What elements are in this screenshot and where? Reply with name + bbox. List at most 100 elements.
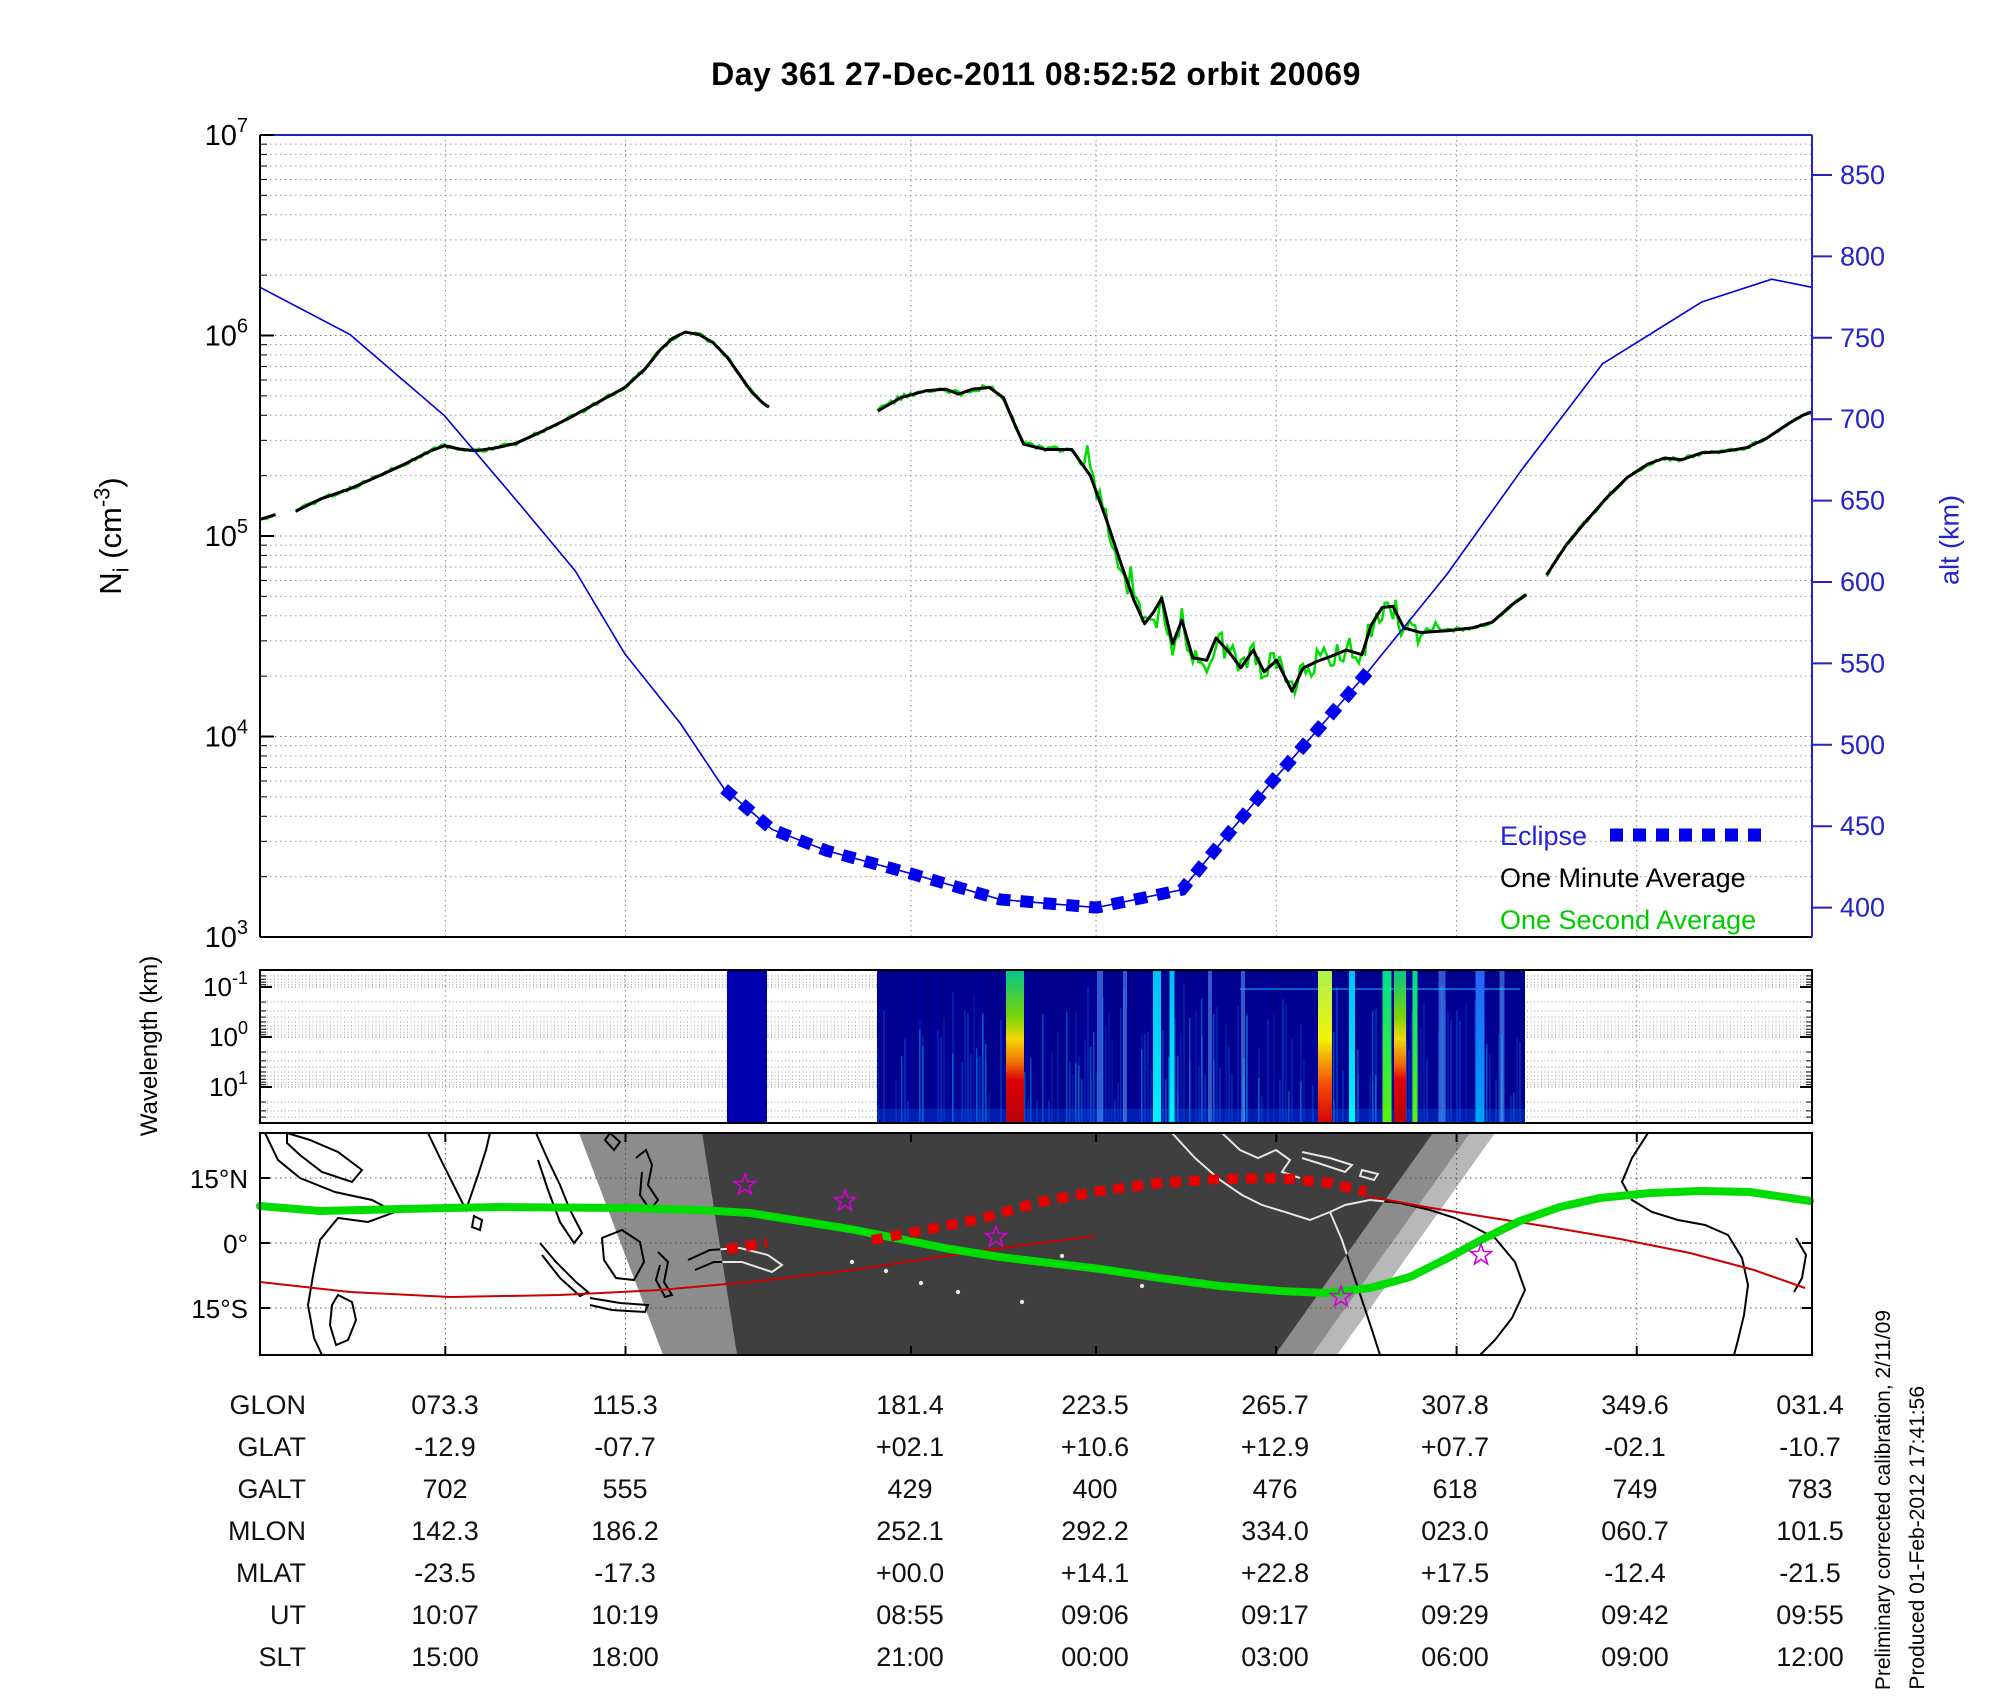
spectrogram-streak [1097, 970, 1103, 1123]
spectrogram-streak [1438, 970, 1446, 1123]
spectrogram-streak [1382, 970, 1392, 1123]
star-marker [1468, 1241, 1494, 1266]
table-cell: 023.0 [1421, 1516, 1489, 1546]
table-cell: 18:00 [591, 1642, 659, 1672]
table-cell: 09:55 [1776, 1600, 1844, 1630]
altitude-tick-label: 800 [1840, 241, 1885, 271]
altitude-tick-label: 750 [1840, 323, 1885, 353]
table-cell: 429 [887, 1474, 932, 1504]
legend-one-second: One Second Average [1500, 905, 1757, 935]
star-marker [1328, 1283, 1354, 1308]
spectrogram-streak [1499, 970, 1505, 1123]
table-cell: 400 [1072, 1474, 1117, 1504]
table-cell: -21.5 [1779, 1558, 1841, 1588]
table-cell: 223.5 [1061, 1390, 1129, 1420]
altitude-tick-label: 650 [1840, 486, 1885, 516]
table-cell: 21:00 [876, 1642, 944, 1672]
spectrogram-streak [1208, 970, 1212, 1123]
table-cell: -23.5 [414, 1558, 476, 1588]
table-cell: 10:19 [591, 1600, 659, 1630]
map-lat-label-15n: 15°N [189, 1164, 248, 1194]
table-cell: 08:55 [876, 1600, 944, 1630]
legend-one-minute: One Minute Average [1500, 863, 1746, 893]
table-row-label: SLT [258, 1642, 306, 1672]
table-cell: 476 [1252, 1474, 1297, 1504]
note-produced: Produced 01-Feb-2012 17:41:56 [1906, 1386, 1929, 1690]
table-cell: 00:00 [1061, 1642, 1129, 1672]
table-cell: 10:07 [411, 1600, 479, 1630]
density-tick-label: 104 [205, 717, 248, 754]
wavelength-tick-label: 10-1 [203, 968, 248, 1002]
one-second-average-trace [876, 383, 1527, 699]
spectrogram-streak [1153, 970, 1161, 1123]
magnetic-equator-line [1365, 1195, 1806, 1289]
table-cell: 09:17 [1241, 1600, 1309, 1630]
table-cell: 618 [1432, 1474, 1477, 1504]
eclipse-dashed-trace [720, 667, 1373, 914]
table-row-label: GALT [237, 1474, 306, 1504]
density-tick-label: 105 [205, 516, 248, 553]
table-cell: -07.7 [594, 1432, 656, 1462]
altitude-trace [259, 278, 1813, 909]
table-cell: -12.4 [1604, 1558, 1666, 1588]
spectrogram-streak [1349, 970, 1355, 1123]
star-marker [732, 1171, 758, 1196]
altitude-tick-label: 600 [1840, 567, 1885, 597]
map-lat-label-0: 0° [223, 1229, 248, 1259]
altitude-tick-label: 700 [1840, 404, 1885, 434]
density-tick-label: 103 [205, 917, 248, 954]
y-axis-label-density: Ni (cm-3) [89, 477, 134, 595]
one-minute-average-trace [295, 330, 770, 513]
star-marker [832, 1187, 858, 1212]
wavelength-tick-label: 100 [209, 1018, 248, 1052]
table-cell: 334.0 [1241, 1516, 1309, 1546]
altitude-tick-label: 450 [1840, 811, 1885, 841]
table-row-label: GLON [229, 1390, 306, 1420]
legend-eclipse: Eclipse [1500, 821, 1588, 851]
table-cell: 09:00 [1601, 1642, 1669, 1672]
spectrogram-streak [1123, 970, 1127, 1123]
table-row-label: MLAT [236, 1558, 306, 1588]
density-tick-label: 106 [205, 316, 248, 353]
table-cell: 12:00 [1776, 1642, 1844, 1672]
spectrogram-eclipse-block [727, 970, 767, 1123]
table-cell: 749 [1612, 1474, 1657, 1504]
table-cell: 115.3 [592, 1390, 658, 1420]
table-cell: +22.8 [1241, 1558, 1309, 1588]
terminator-band-right [1275, 1133, 1470, 1355]
table-cell: +02.1 [876, 1432, 944, 1462]
altitude-tick-label: 400 [1840, 893, 1885, 923]
y-axis-label-wavelength: Wavelength (km) [136, 955, 163, 1137]
altitude-tick-label: 850 [1840, 160, 1885, 190]
spectrogram-streak [1412, 970, 1418, 1123]
table-cell: 555 [602, 1474, 647, 1504]
table-row-label: UT [270, 1600, 306, 1630]
table-cell: -17.3 [594, 1558, 656, 1588]
table-row-label: GLAT [237, 1432, 306, 1462]
page-title: Day 361 27-Dec-2011 08:52:52 orbit 20069 [711, 56, 1361, 92]
table-cell: 252.1 [876, 1516, 944, 1546]
table-cell: -12.9 [414, 1432, 476, 1462]
table-cell: +14.1 [1061, 1558, 1129, 1588]
table-cell: 073.3 [411, 1390, 479, 1420]
table-cell: 702 [422, 1474, 467, 1504]
table-cell: 101.5 [1776, 1516, 1844, 1546]
magnetic-equator-line [259, 1235, 1096, 1299]
one-second-average-trace [294, 330, 770, 513]
table-cell: +07.7 [1421, 1432, 1489, 1462]
table-cell: 307.8 [1421, 1390, 1489, 1420]
altitude-tick-label: 500 [1840, 730, 1885, 760]
eclipse-track-dashes [726, 1238, 768, 1254]
table-cell: -02.1 [1604, 1432, 1666, 1462]
table-cell: 186.2 [591, 1516, 659, 1546]
terminator-band-left [579, 1133, 737, 1355]
note-calibration: Preliminary corrected calibration, 2/11/… [1872, 1309, 1895, 1690]
ground-track-green [256, 1186, 1814, 1298]
spectrogram-streak [1475, 970, 1485, 1123]
density-tick-label: 107 [205, 115, 248, 152]
table-cell: 06:00 [1421, 1642, 1489, 1672]
table-cell: 03:00 [1241, 1642, 1309, 1672]
y-axis-label-altitude: alt (km) [1934, 495, 1965, 585]
table-cell: 783 [1787, 1474, 1832, 1504]
